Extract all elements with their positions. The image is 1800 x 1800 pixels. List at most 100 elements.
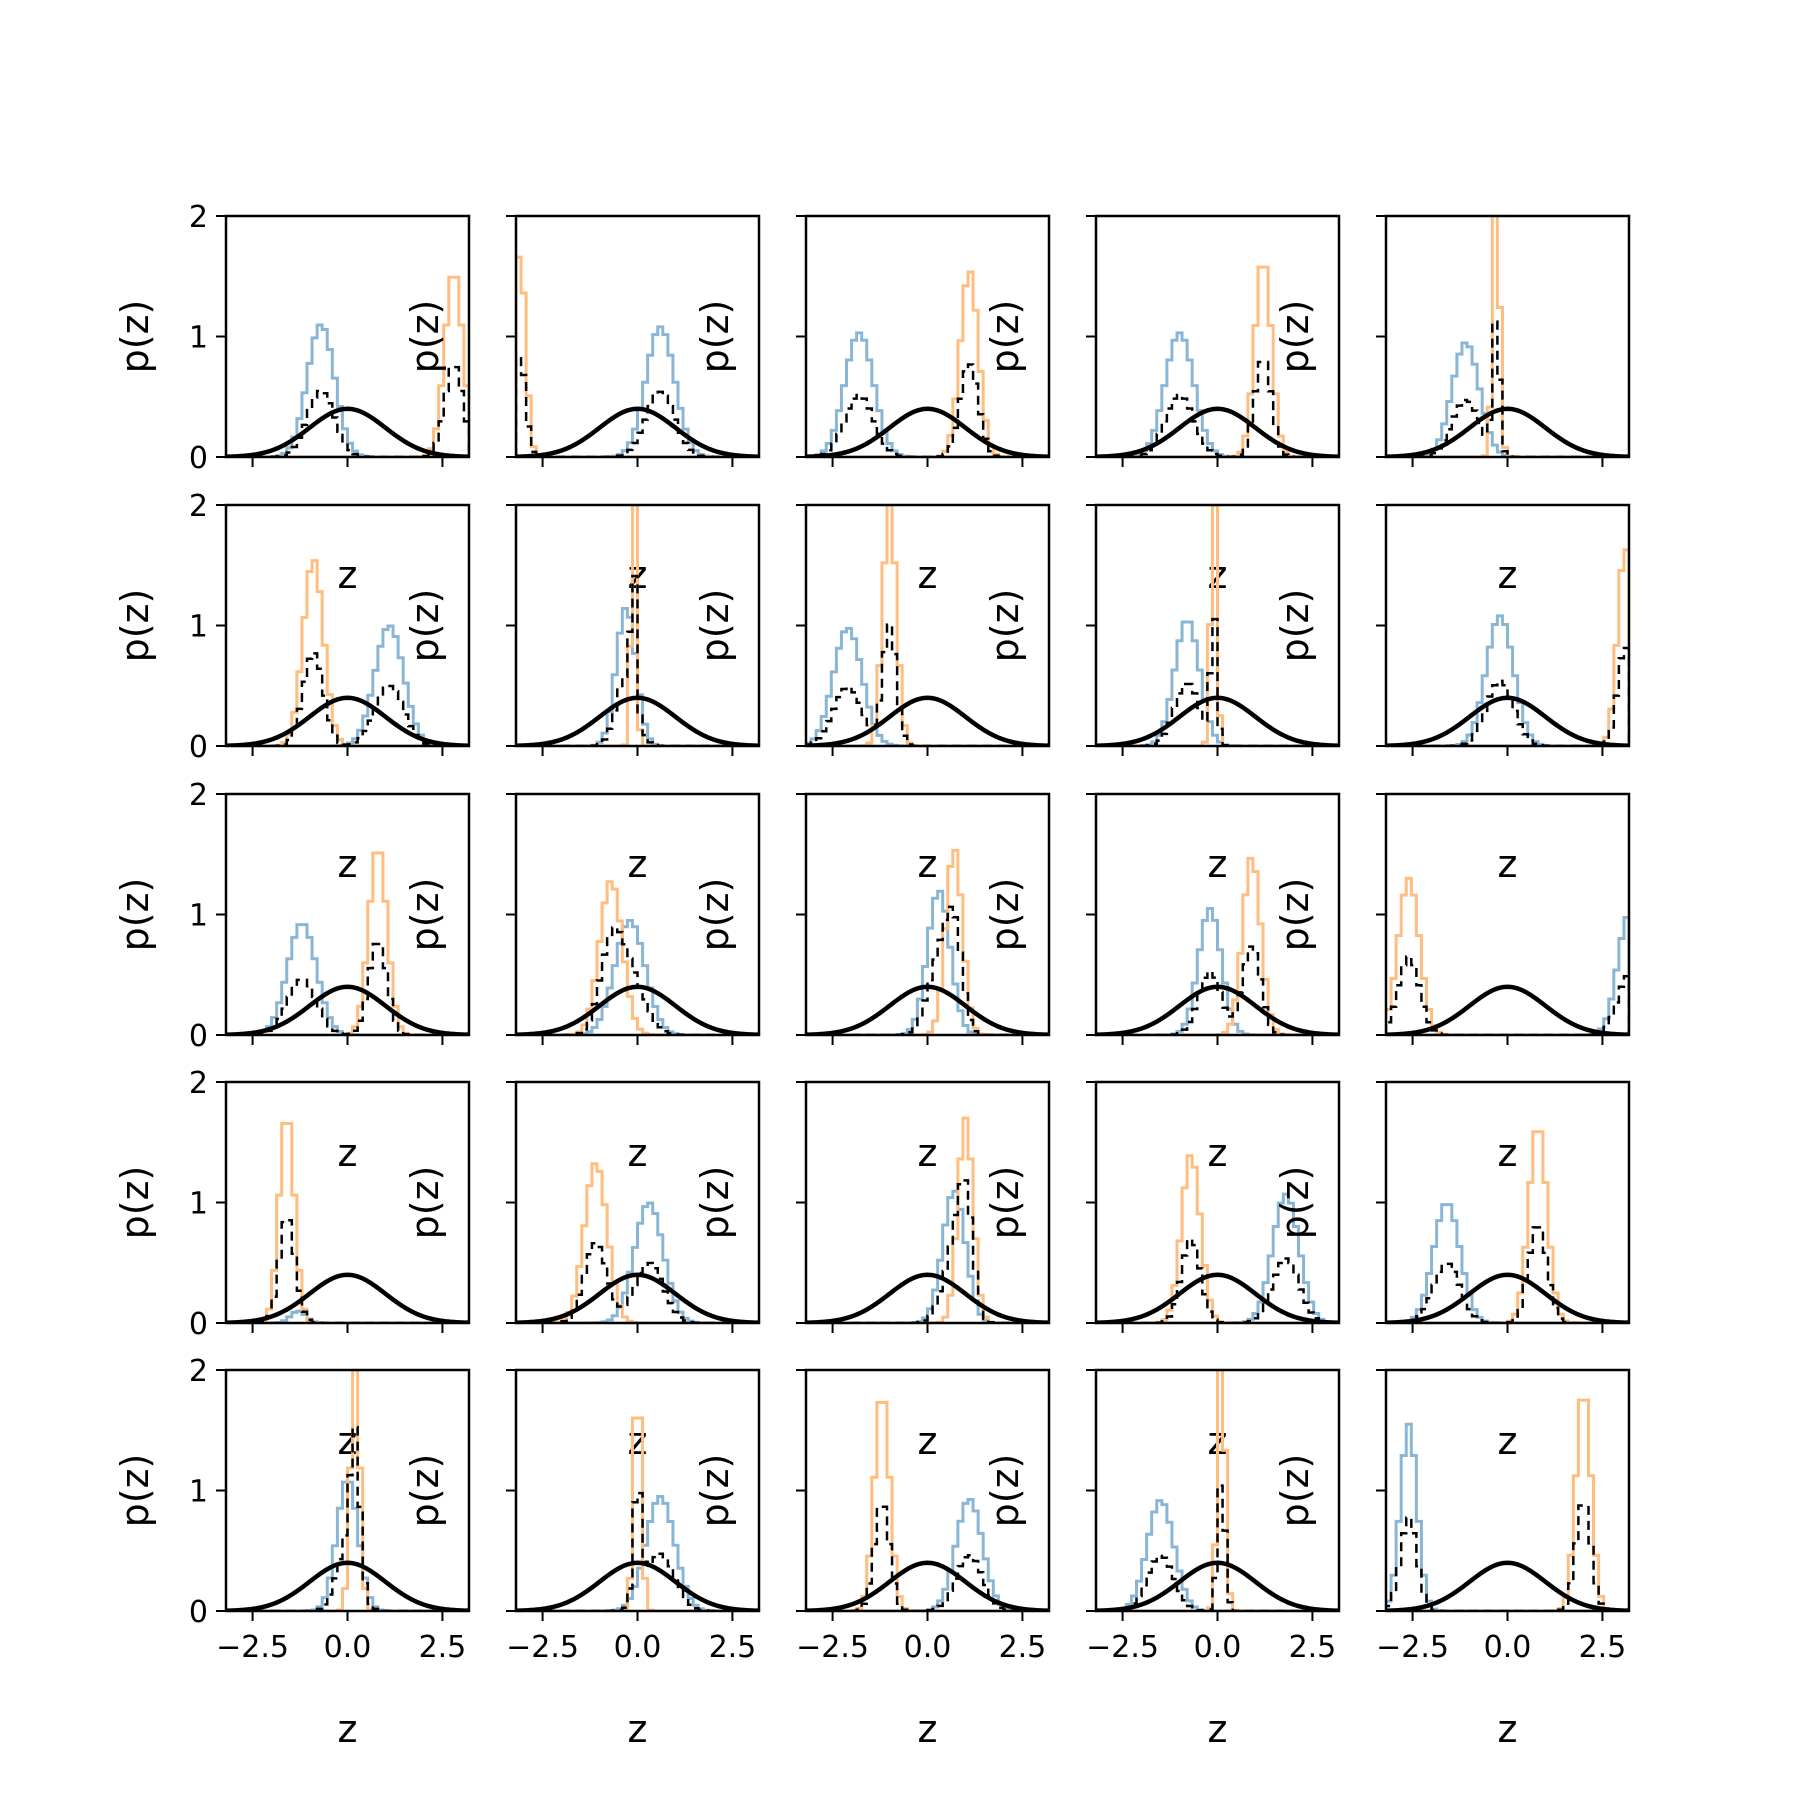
histogram-orange	[1386, 548, 1629, 746]
x-axis-label: z	[628, 1131, 648, 1175]
subplot-r3-c4: z p(z)	[983, 792, 1341, 1175]
x-tick-label: −2.5	[1086, 1630, 1159, 1665]
histogram-mixture-dashed	[226, 1425, 469, 1611]
y-tick-label: 2	[189, 489, 208, 524]
prior-normal-curve	[516, 984, 759, 1035]
prior-normal-curve	[226, 695, 469, 746]
prior-normal-curve	[1096, 695, 1339, 746]
subplot-r2-c4: z p(z)	[983, 503, 1341, 886]
y-axis-label: p(z)	[113, 589, 157, 663]
x-axis-label: z	[918, 1707, 938, 1751]
histogram-mixture-dashed	[806, 1179, 1049, 1323]
plot-area	[1386, 876, 1629, 1035]
histogram-blue	[1386, 915, 1629, 1035]
histogram-mixture-dashed	[516, 574, 759, 746]
y-axis-label: p(z)	[983, 300, 1027, 374]
prior-normal-curve	[806, 984, 1049, 1035]
histogram-orange	[226, 1370, 469, 1611]
x-tick-label: 2.5	[999, 1630, 1047, 1665]
y-axis-label: p(z)	[693, 589, 737, 663]
x-tick-label: −2.5	[216, 1630, 289, 1665]
x-axis-label: z	[338, 1707, 358, 1751]
x-axis-label: z	[1498, 842, 1518, 886]
y-axis-label: p(z)	[1273, 1454, 1317, 1528]
histogram-mixture-dashed	[226, 652, 469, 746]
y-axis-label: p(z)	[113, 300, 157, 374]
histogram-mixture-dashed	[806, 623, 1049, 746]
y-axis-label: p(z)	[403, 1454, 447, 1528]
x-axis-label: z	[1498, 553, 1518, 597]
subplot-r4-c3: z p(z)	[693, 1080, 1051, 1463]
y-axis-label: p(z)	[403, 878, 447, 952]
prior-normal-curve	[806, 1560, 1049, 1611]
y-axis-label: p(z)	[403, 300, 447, 374]
plot-area	[516, 505, 759, 746]
subplot-r5-c2: −2.5 0.0 2.5 z p(z)	[403, 1368, 761, 1751]
prior-normal-curve	[1386, 984, 1629, 1035]
subplot-r1-c3: z p(z)	[693, 214, 1051, 597]
prior-normal-curve	[1096, 1560, 1339, 1611]
subplot-r5-c4: −2.5 0.0 2.5 z p(z)	[983, 1368, 1341, 1751]
y-tick-label: 0	[189, 441, 208, 476]
x-axis-label: z	[1208, 1131, 1228, 1175]
x-tick-label: 2.5	[709, 1630, 757, 1665]
subplot-r2-c3: z p(z)	[693, 503, 1051, 886]
y-axis-label: p(z)	[113, 1166, 157, 1240]
x-tick-label: −2.5	[1376, 1630, 1449, 1665]
y-axis-label: p(z)	[113, 1454, 157, 1528]
x-axis-label: z	[338, 1131, 358, 1175]
y-tick-label: 1	[189, 899, 208, 934]
y-tick-label: 0	[189, 1307, 208, 1342]
prior-normal-curve	[806, 1272, 1049, 1323]
x-axis-label: z	[918, 842, 938, 886]
y-axis-label: p(z)	[983, 1454, 1027, 1528]
prior-normal-curve	[516, 1272, 759, 1323]
x-tick-label: 2.5	[1579, 1630, 1627, 1665]
x-tick-label: 0.0	[614, 1630, 662, 1665]
x-axis-label: z	[1498, 1131, 1518, 1175]
y-axis-label: p(z)	[693, 300, 737, 374]
subplot-r3-c3: z p(z)	[693, 792, 1051, 1175]
prior-normal-curve	[516, 406, 759, 457]
y-tick-label: 0	[189, 1595, 208, 1630]
subplot-r4-c2: z p(z)	[403, 1080, 761, 1463]
prior-normal-curve	[1096, 406, 1339, 457]
plot-area	[1386, 1398, 1629, 1611]
y-axis-label: p(z)	[1273, 589, 1317, 663]
prior-normal-curve	[806, 695, 1049, 746]
histogram-blue	[1096, 1499, 1339, 1611]
x-tick-label: −2.5	[796, 1630, 869, 1665]
y-axis-label: p(z)	[983, 1166, 1027, 1240]
histogram-blue	[806, 889, 1049, 1035]
x-tick-label: 0.0	[324, 1630, 372, 1665]
y-tick-label: 2	[189, 1066, 208, 1101]
x-tick-label: 2.5	[1289, 1630, 1337, 1665]
y-axis-label: p(z)	[1273, 878, 1317, 952]
y-tick-label: 1	[189, 1187, 208, 1222]
subplot-r1-c5: z p(z)	[1273, 214, 1631, 597]
y-axis-label: p(z)	[983, 878, 1027, 952]
y-axis-label: p(z)	[693, 1166, 737, 1240]
y-tick-label: 2	[189, 200, 208, 235]
prior-normal-curve	[516, 1560, 759, 1611]
prior-normal-curve	[1096, 984, 1339, 1035]
histogram-mixture-dashed	[1386, 1504, 1629, 1611]
x-axis-label: z	[338, 553, 358, 597]
subplot-r5-c1: −2.5 0.0 2.5 0 1 2 z p(z)	[113, 1354, 471, 1751]
prior-normal-curve	[226, 1272, 469, 1323]
prior-normal-curve	[1096, 1272, 1339, 1323]
subplot-r4-c1: 0 1 2 z p(z)	[113, 1066, 471, 1463]
x-axis-label: z	[338, 1419, 358, 1463]
x-axis-label: z	[1208, 842, 1228, 886]
subplot-r3-c2: z p(z)	[403, 792, 761, 1175]
y-axis-label: p(z)	[983, 589, 1027, 663]
histogram-blue	[1386, 1422, 1629, 1611]
histogram-orange	[1386, 876, 1629, 1035]
y-axis-label: p(z)	[1273, 1166, 1317, 1240]
x-tick-label: 2.5	[419, 1630, 467, 1665]
x-axis-label: z	[628, 1707, 648, 1751]
histogram-blue	[1096, 906, 1339, 1035]
subplot-r4-c5: z p(z)	[1273, 1080, 1631, 1463]
